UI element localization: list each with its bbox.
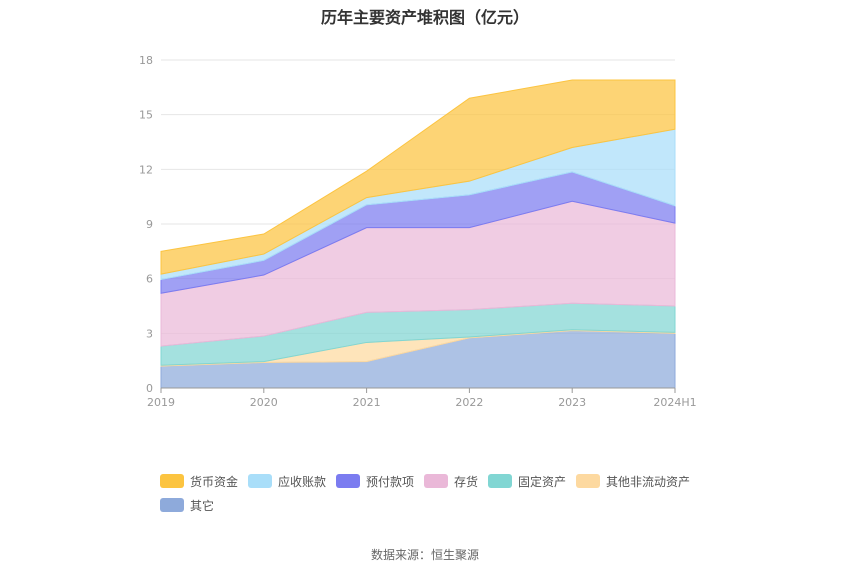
x-tick-label: 2020	[250, 396, 278, 409]
x-tick-label: 2021	[353, 396, 381, 409]
legend-item[interactable]: 货币资金	[160, 473, 238, 489]
x-tick-label: 2019	[147, 396, 175, 409]
area-series	[160, 79, 676, 389]
chart-title: 历年主要资产堆积图（亿元）	[320, 8, 529, 27]
x-tick-label: 2022	[455, 396, 483, 409]
legend-swatch	[160, 498, 184, 512]
legend-item[interactable]: 其他非流动资产	[576, 473, 690, 489]
y-tick-label: 12	[139, 163, 153, 176]
y-tick-label: 6	[146, 273, 153, 286]
x-tick-label: 2024H1	[653, 396, 696, 409]
legend-item[interactable]: 其它	[160, 497, 214, 513]
legend-item[interactable]: 预付款项	[336, 473, 414, 489]
legend-swatch	[248, 474, 272, 488]
legend-swatch	[336, 474, 360, 488]
y-tick-label: 3	[146, 327, 153, 340]
legend-label: 预付款项	[366, 474, 415, 489]
legend-item[interactable]: 应收账款	[248, 473, 326, 489]
axes: 0 3 6 9 12 15 18 2019 2020 2021 2022 2023 2024H1	[139, 54, 697, 409]
legend-item[interactable]: 存货	[424, 473, 478, 489]
legend-label: 货币资金	[190, 474, 239, 489]
area-货币资金	[160, 79, 676, 275]
legend-label: 应收账款	[278, 474, 327, 489]
x-tick-label: 2023	[558, 396, 586, 409]
y-tick-label: 15	[139, 109, 153, 122]
legend-swatch	[488, 474, 512, 488]
legend-item[interactable]: 固定资产	[488, 473, 566, 489]
legend-swatch	[424, 474, 448, 488]
source-note: 数据来源：恒生聚源	[370, 548, 479, 562]
y-tick-label: 0	[146, 382, 153, 395]
legend-swatch	[160, 474, 184, 488]
legend-label: 存货	[454, 474, 479, 489]
legend-label: 其他非流动资产	[606, 474, 691, 489]
y-tick-label: 18	[139, 54, 153, 67]
legend-label: 其它	[190, 498, 215, 513]
legend-label: 固定资产	[518, 474, 567, 489]
y-tick-label: 9	[146, 218, 153, 231]
legend-swatch	[576, 474, 600, 488]
